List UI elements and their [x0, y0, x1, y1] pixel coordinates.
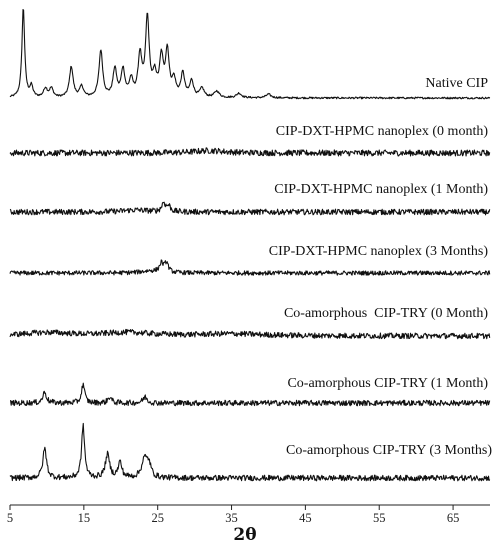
trace-series-3 [9, 201, 491, 216]
x-tick-label-55: 55 [373, 511, 386, 525]
series-label-1: Native CIP [425, 76, 488, 91]
x-tick-label-65: 65 [447, 511, 460, 525]
series-label-5: Co-amorphous CIP-TRY (0 Month) [284, 306, 488, 321]
trace-series-1 [9, 9, 491, 100]
trace-series-4 [9, 259, 491, 276]
x-axis-title: 2θ [233, 525, 256, 545]
trace-series-5 [9, 328, 491, 340]
x-tick-label-45: 45 [299, 511, 312, 525]
series-label-4: CIP-DXT-HPMC nanoplex (3 Months) [269, 244, 489, 259]
trace-series-6 [9, 382, 491, 407]
series-label-6: Co-amorphous CIP-TRY (1 Month) [287, 376, 488, 391]
trace-series-2 [9, 147, 491, 157]
x-tick-label-25: 25 [151, 511, 164, 525]
series-labels: Native CIP CIP-DXT-HPMC nanoplex (0 month… [269, 76, 493, 458]
x-tick-label-35: 35 [225, 511, 238, 525]
x-axis-ticks: 5 15 25 35 45 55 65 [7, 505, 459, 525]
series-label-7: Co-amorphous CIP-TRY (3 Months) [286, 443, 492, 458]
x-tick-label-5: 5 [7, 511, 13, 525]
series-label-3: CIP-DXT-HPMC nanoplex (1 Month) [274, 182, 488, 197]
series-label-2: CIP-DXT-HPMC nanoplex (0 month) [276, 124, 489, 139]
x-tick-label-15: 15 [78, 511, 91, 525]
diffraction-traces [9, 9, 491, 482]
trace-series-7 [9, 422, 491, 482]
